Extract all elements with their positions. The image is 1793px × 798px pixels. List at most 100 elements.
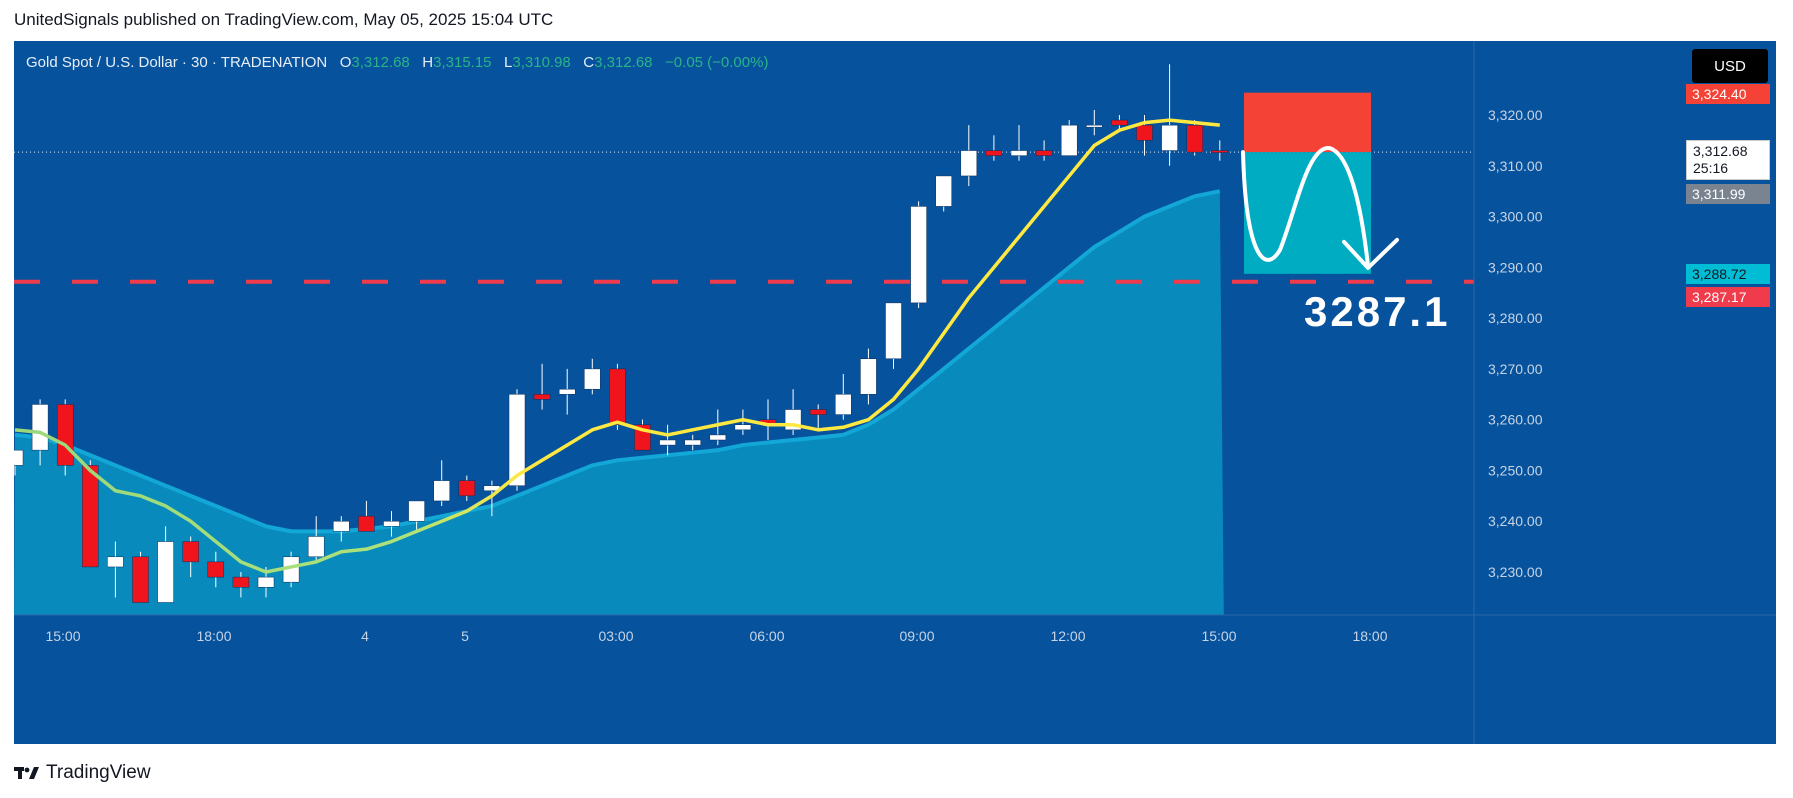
currency-button[interactable]: USD [1692, 49, 1768, 83]
candle [207, 551, 225, 588]
candle-body [584, 368, 601, 390]
candle-body [157, 541, 174, 603]
candle [659, 424, 676, 456]
candle [307, 516, 325, 562]
candle [1010, 125, 1028, 161]
close-key: C [583, 54, 595, 71]
candle [1086, 109, 1103, 136]
candle [558, 368, 576, 415]
candle [358, 500, 375, 532]
candle [383, 511, 400, 537]
candle-body [709, 434, 727, 441]
y-tick-label: 3,290.00 [1488, 259, 1543, 275]
y-tick-label: 3,270.00 [1488, 361, 1543, 377]
candle [1035, 140, 1053, 161]
candle [232, 572, 250, 598]
candle [333, 516, 350, 542]
projection-curve [1241, 146, 1370, 268]
candle [734, 409, 752, 435]
candle [14, 449, 24, 476]
take-profit-label: 3,288.72 [1686, 264, 1770, 284]
candle-body [659, 439, 676, 446]
y-tick-label: 3,310.00 [1488, 158, 1543, 174]
open-key: O [339, 54, 352, 71]
candle [157, 526, 174, 603]
candle [1211, 140, 1229, 161]
high-value: 3,315.15 [433, 54, 492, 71]
candle [82, 460, 99, 568]
x-tick-label: 15:00 [45, 628, 80, 644]
candle [759, 399, 777, 440]
tradingview-logo[interactable]: TradingView [14, 762, 151, 784]
candle-body [935, 175, 952, 207]
candle-body [383, 520, 400, 527]
price-axis-bg [1474, 41, 1776, 615]
y-tick-label: 3,230.00 [1488, 564, 1543, 580]
candle-body [31, 404, 49, 451]
candle [634, 419, 651, 451]
change-value: −0.05 (−0.00%) [665, 54, 769, 71]
candle [684, 434, 701, 451]
candle [533, 363, 551, 410]
candle-body [56, 404, 74, 466]
published-header: UnitedSignals published on TradingView.c… [14, 10, 554, 29]
candle [709, 409, 727, 446]
candle-body [734, 424, 752, 431]
candle-body [408, 500, 425, 522]
last-price-label: 3,312.68 25:16 [1686, 140, 1770, 180]
candle-body [885, 302, 902, 359]
chart-panel[interactable]: 3287.1 3,230.00 3,240.00 3,250.00 3,260.00 3,… [14, 41, 1776, 744]
candle-body [533, 394, 551, 400]
candle [1111, 115, 1128, 131]
candle-body [182, 541, 199, 563]
candle [1060, 120, 1078, 156]
candle-body [1161, 124, 1178, 151]
high-key: H [422, 54, 434, 71]
y-tick-label: 3,320.00 [1488, 107, 1543, 123]
candle-body [132, 556, 149, 603]
last-price-value: 3,312.68 [1693, 143, 1748, 159]
candle [132, 551, 149, 603]
price-chart[interactable]: 3287.1 3,230.00 3,240.00 3,250.00 3,260.00 3,… [14, 41, 1776, 744]
candle-body [257, 576, 275, 588]
candle [885, 302, 902, 369]
candle-body [684, 439, 701, 446]
arrow-down-icon [1342, 237, 1399, 270]
candle [809, 404, 827, 430]
candle-body [1086, 124, 1103, 128]
red-line-price-label: 3,287.17 [1686, 287, 1770, 307]
candle-body [458, 480, 476, 497]
candle-body [1136, 124, 1153, 141]
candle-body [1111, 119, 1128, 126]
x-tick-label: 4 [361, 628, 369, 644]
x-tick-label: 09:00 [899, 628, 934, 644]
candle-body [985, 150, 1003, 156]
ema-fast-line [14, 118, 1220, 574]
candle-body [107, 556, 124, 568]
x-tick-label: 06:00 [749, 628, 784, 644]
candle [960, 125, 978, 187]
candle [835, 373, 852, 420]
y-tick-label: 3,300.00 [1488, 209, 1543, 225]
candle [56, 399, 74, 476]
x-tick-label: 12:00 [1050, 628, 1085, 644]
y-tick-label: 3,240.00 [1488, 513, 1543, 529]
candle-body [82, 465, 99, 568]
y-tick-label: 3,280.00 [1488, 310, 1543, 326]
target-annotation: 3287.1 [1304, 288, 1450, 335]
candle [433, 460, 450, 507]
symbol-legend: Gold Spot / U.S. Dollar · 30 · TRADENATI… [26, 54, 768, 71]
candle-body [835, 394, 852, 415]
candle [609, 363, 626, 430]
candle-body [14, 449, 24, 466]
candle-body [1060, 124, 1078, 156]
bar-countdown: 25:16 [1693, 160, 1729, 176]
candle [784, 389, 802, 435]
ema-slow-area [14, 191, 1224, 616]
candle [182, 536, 199, 578]
candle-body [358, 515, 375, 532]
tradingview-logo-text: TradingView [46, 762, 151, 783]
candle-body [1010, 150, 1028, 156]
candle-body [558, 388, 576, 395]
candle-body [860, 358, 877, 395]
